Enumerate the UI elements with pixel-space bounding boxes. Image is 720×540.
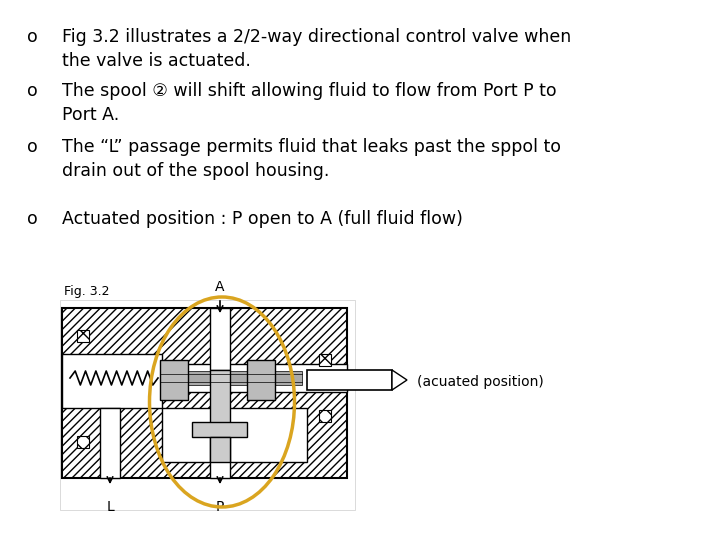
Bar [210, 437, 230, 462]
Text: Actuated position : P open to A (full fluid flow): Actuated position : P open to A (full fl… [62, 210, 463, 228]
Text: o: o [27, 82, 37, 100]
Bar [319, 354, 331, 366]
Bar [162, 408, 307, 462]
Text: Fig. 3.2: Fig. 3.2 [64, 285, 109, 298]
Bar [210, 432, 230, 478]
Text: o: o [27, 138, 37, 156]
Bar [319, 410, 331, 422]
Bar [100, 408, 120, 478]
Text: Fig 3.2 illustrates a 2/2-way directional control valve when
the valve is actuat: Fig 3.2 illustrates a 2/2-way directiona… [62, 28, 571, 70]
Text: o: o [27, 210, 37, 228]
Bar [160, 371, 302, 385]
Text: L: L [106, 500, 114, 514]
Bar [62, 354, 162, 408]
Text: P: P [216, 500, 224, 514]
Text: The “L” passage permits fluid that leaks past the sppol to
drain out of the spoo: The “L” passage permits fluid that leaks… [62, 138, 561, 180]
Text: (acuated position): (acuated position) [417, 375, 544, 389]
Bar [77, 436, 89, 448]
Bar [247, 360, 275, 400]
Bar [62, 308, 347, 478]
Bar [77, 330, 89, 342]
Bar [62, 364, 347, 392]
Bar [62, 308, 347, 478]
Bar [160, 360, 188, 400]
Bar [60, 300, 355, 510]
Text: o: o [27, 28, 37, 46]
Polygon shape [392, 370, 407, 390]
Bar [307, 370, 392, 390]
Text: The spool ② will shift allowing fluid to flow from Port P to
Port A.: The spool ② will shift allowing fluid to… [62, 82, 557, 124]
Bar [210, 370, 230, 432]
Bar [192, 422, 247, 437]
Bar [210, 308, 230, 370]
Text: A: A [215, 280, 225, 294]
